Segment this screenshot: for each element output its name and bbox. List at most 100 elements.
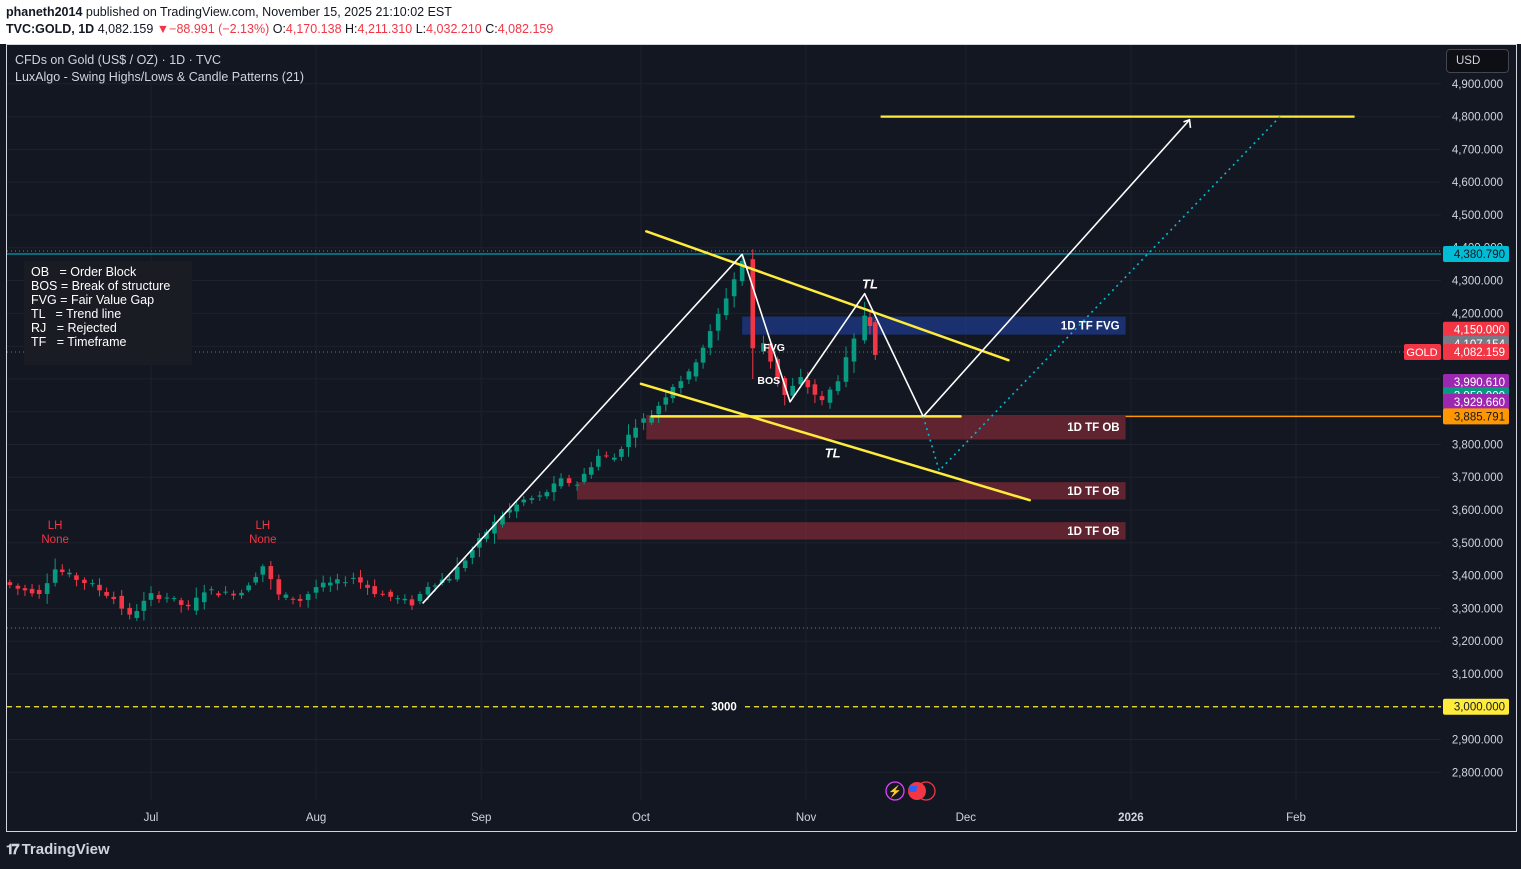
candle [185, 604, 191, 607]
swing-sub-label: None [41, 534, 69, 546]
candle [380, 593, 385, 595]
chart-frame [6, 44, 1517, 832]
y-tick-label: 2,900.000 [1452, 735, 1503, 747]
candle [805, 380, 811, 388]
candle [290, 598, 296, 600]
candle [365, 584, 370, 588]
legend-row: BOS = Break of structure [31, 279, 171, 293]
x-tick-label: 2026 [1118, 812, 1144, 824]
open-value: 4,170.138 [285, 22, 342, 36]
candle [320, 582, 326, 588]
candle [775, 358, 780, 379]
tradingview-logo[interactable]: 𝟏𝟕 TradingView [6, 841, 110, 858]
indicator-name[interactable]: LuxAlgo - Swing Highs/Lows & Candle Patt… [15, 70, 305, 84]
candle [649, 416, 654, 423]
candle [862, 315, 867, 341]
candle [127, 607, 132, 615]
x-tick-label: Dec [956, 812, 977, 824]
lightning-icon [885, 781, 905, 801]
price-tag [1443, 393, 1509, 410]
alt-projection-path [922, 116, 1281, 473]
candle [141, 600, 147, 611]
bos-label: BOS [757, 375, 780, 387]
level-label: 3000 [711, 702, 737, 714]
level-label-bg [704, 698, 744, 715]
candle [700, 347, 706, 363]
candle [358, 577, 363, 583]
candle [283, 594, 289, 598]
price-tag [1443, 408, 1509, 425]
price-tag [1443, 321, 1509, 338]
candle [216, 593, 221, 596]
close-label: C: [485, 22, 498, 36]
candle [851, 338, 857, 362]
candle [641, 418, 646, 423]
chart-title[interactable]: CFDs on Gold (US$ / OZ) · 1D · TVC [15, 53, 222, 67]
candle [626, 434, 631, 448]
y-tick-label: 3,200.000 [1452, 636, 1503, 648]
candle [313, 587, 319, 593]
upper-trendline [645, 230, 1010, 362]
candle [686, 371, 692, 380]
candle [119, 595, 125, 609]
y-tick-label: 3,700.000 [1452, 472, 1503, 484]
candle [551, 483, 557, 493]
candle [633, 427, 638, 438]
candle [812, 384, 818, 395]
candle [239, 592, 244, 596]
candle [297, 598, 303, 601]
candle [663, 397, 669, 405]
candle [731, 279, 737, 297]
candle [529, 498, 535, 500]
x-tick-label: Jul [144, 812, 159, 824]
x-tick-label: Sep [471, 812, 491, 824]
trendline-label: TL [825, 446, 841, 461]
currency-button[interactable]: USD [1446, 49, 1509, 73]
candle [7, 582, 13, 586]
candle [872, 322, 878, 355]
candle [521, 499, 527, 503]
lightning-glyph: ⚡ [888, 785, 902, 798]
candle [790, 385, 796, 396]
candle [74, 575, 79, 580]
candle [44, 583, 50, 594]
candle [827, 389, 833, 403]
candle [59, 569, 65, 573]
y-tick-label: 3,800.000 [1452, 439, 1503, 451]
y-tick-label: 3,100.000 [1452, 669, 1503, 681]
candle [90, 583, 95, 585]
candle [372, 586, 377, 595]
low-label: L: [415, 22, 427, 36]
price-tag-label: 3,990.610 [1454, 377, 1505, 389]
candle [417, 594, 423, 602]
candle [209, 589, 214, 591]
candle [134, 611, 140, 618]
ob-zone [577, 482, 1126, 500]
candle [178, 600, 184, 605]
candle [409, 599, 415, 606]
y-tick-label: 4,900.000 [1452, 79, 1503, 91]
trendline-label: TL [862, 277, 878, 292]
candle [67, 572, 72, 575]
price-tag-label: 4,380.790 [1454, 249, 1505, 261]
candle [432, 585, 438, 587]
footer [0, 832, 1521, 869]
publisher-name[interactable]: phaneth2014 [6, 5, 83, 19]
candle [574, 484, 580, 486]
y-tick-label: 3,500.000 [1452, 538, 1503, 550]
candle [678, 381, 684, 389]
candle [867, 317, 873, 327]
candle [82, 579, 87, 584]
candle [656, 405, 662, 415]
candle [201, 592, 207, 603]
candle [619, 449, 624, 457]
price-tag-label: 3,885.791 [1454, 411, 1505, 423]
price-tag-label: 3,929.660 [1454, 397, 1505, 409]
candle [231, 593, 236, 596]
y-tick-label: 3,400.000 [1452, 571, 1503, 583]
candle [715, 313, 721, 331]
x-tick-label: Feb [1286, 812, 1306, 824]
flag-canton [909, 786, 918, 792]
candle [693, 362, 699, 377]
